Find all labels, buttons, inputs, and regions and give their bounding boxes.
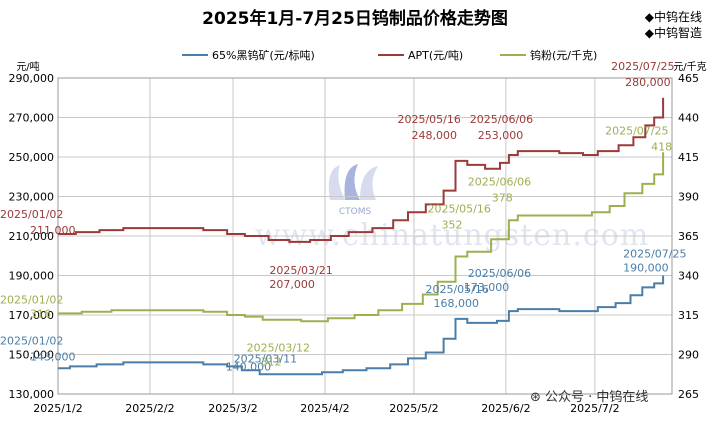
annotation-date: 2025/01/02 (0, 208, 63, 221)
legend-label: APT(元/吨) (408, 49, 463, 62)
grid (57, 77, 672, 395)
annotation-value: 352 (441, 219, 462, 232)
annotation-date: 2025/07/25 (611, 60, 674, 73)
annotation-date: 2025/06/06 (468, 267, 531, 280)
left-tick-label: 270,000 (9, 112, 55, 125)
svg-text:CTOMS: CTOMS (339, 207, 372, 217)
brand-label-2: ◆中钨智造 (644, 26, 702, 40)
brand-label-1: ◆中钨在线 (644, 10, 702, 24)
series-lines (58, 97, 665, 376)
series-line-0 (58, 275, 665, 376)
right-tick-label: 390 (678, 191, 699, 204)
annotation-date: 2025/01/02 (0, 293, 63, 306)
annotation-value: 211,000 (30, 224, 76, 237)
footer-text: ⊛ 公众号 · 中钨在线 (530, 390, 649, 405)
left-axis-unit: 元/吨 (16, 60, 39, 73)
annotation-value: 143,000 (30, 350, 76, 363)
chart-title: 2025年1月-7月25日钨制品价格走势图 (202, 9, 508, 29)
annotation-value: 248,000 (411, 129, 457, 142)
annotation-date: 2025/06/06 (468, 175, 531, 188)
legend-label: 钨粉(元/千克) (530, 49, 597, 62)
x-tick-label: 2025/7/2 (570, 402, 619, 415)
annotation-value: 378 (492, 191, 513, 204)
x-tick-label: 2025/5/2 (389, 402, 438, 415)
annotation-date: 2025/07/25 (623, 248, 686, 261)
annotation-date: 2025/03/11 (234, 352, 297, 365)
right-tick-label: 365 (678, 230, 699, 243)
annotation-value: 418 (651, 140, 672, 153)
right-tick-label: 340 (678, 270, 699, 283)
plot-frame (57, 77, 673, 395)
annotation-date: 2025/05/16 (425, 283, 488, 296)
annotation-value: 140,000 (226, 360, 272, 373)
x-tick-label: 2025/2/2 (125, 402, 174, 415)
series-line-2 (58, 152, 665, 323)
left-tick-label: 290,000 (9, 72, 55, 85)
legend: 65%黑钨矿(元/标吨) APT(元/吨) 钨粉(元/千克) (182, 48, 597, 62)
left-tick-label: 210,000 (9, 230, 55, 243)
annotation-value: 316 (30, 307, 51, 320)
annotation-date: 2025/01/02 (0, 334, 63, 347)
x-tick-label: 2025/6/2 (481, 402, 530, 415)
left-tick-label: 150,000 (9, 349, 55, 362)
axes: 130,000 265 150,000 290 170,000 315 190,000 340… (9, 60, 707, 415)
annotation-value: 312 (261, 356, 282, 369)
annotation-value: 168,000 (433, 297, 479, 310)
left-tick-label: 190,000 (9, 270, 55, 283)
right-axis-unit: 元/千克 (673, 61, 706, 73)
annotation-value: 190,000 (623, 262, 669, 275)
ctoms-logo: CTOMS (320, 160, 390, 224)
left-tick-label: 130,000 (9, 388, 55, 401)
annotation-date: 2025/07/25 (605, 124, 668, 137)
x-tick-label: 2025/3/2 (208, 402, 257, 415)
x-tick-label: 2025/1/2 (33, 402, 82, 415)
annotation-value: 207,000 (269, 278, 315, 291)
left-tick-label: 250,000 (9, 151, 55, 164)
legend-label: 65%黑钨矿(元/标吨) (212, 48, 315, 62)
annotation-value: 280,000 (625, 76, 671, 89)
right-tick-label: 440 (678, 112, 699, 125)
right-tick-label: 290 (678, 349, 699, 362)
annotation-date: 2025/05/16 (397, 113, 460, 126)
annotation-date: 2025/03/21 (269, 264, 332, 277)
annotation-date: 2025/03/12 (247, 342, 310, 355)
right-tick-label: 315 (678, 309, 699, 322)
left-tick-label: 230,000 (9, 191, 55, 204)
right-tick-label: 465 (678, 72, 699, 85)
right-tick-label: 265 (678, 388, 699, 401)
annotation-date: 2025/06/06 (470, 113, 533, 126)
left-tick-label: 170,000 (9, 309, 55, 322)
annotation-value: 253,000 (478, 129, 523, 142)
series-line-1 (58, 97, 665, 243)
wechat-icon: ⊛ (530, 390, 546, 405)
annotation-date: 2025/05/16 (427, 203, 490, 216)
x-tick-label: 2025/4/2 (300, 402, 349, 415)
annotation-value: 173,000 (464, 281, 510, 294)
right-tick-label: 415 (678, 151, 699, 164)
